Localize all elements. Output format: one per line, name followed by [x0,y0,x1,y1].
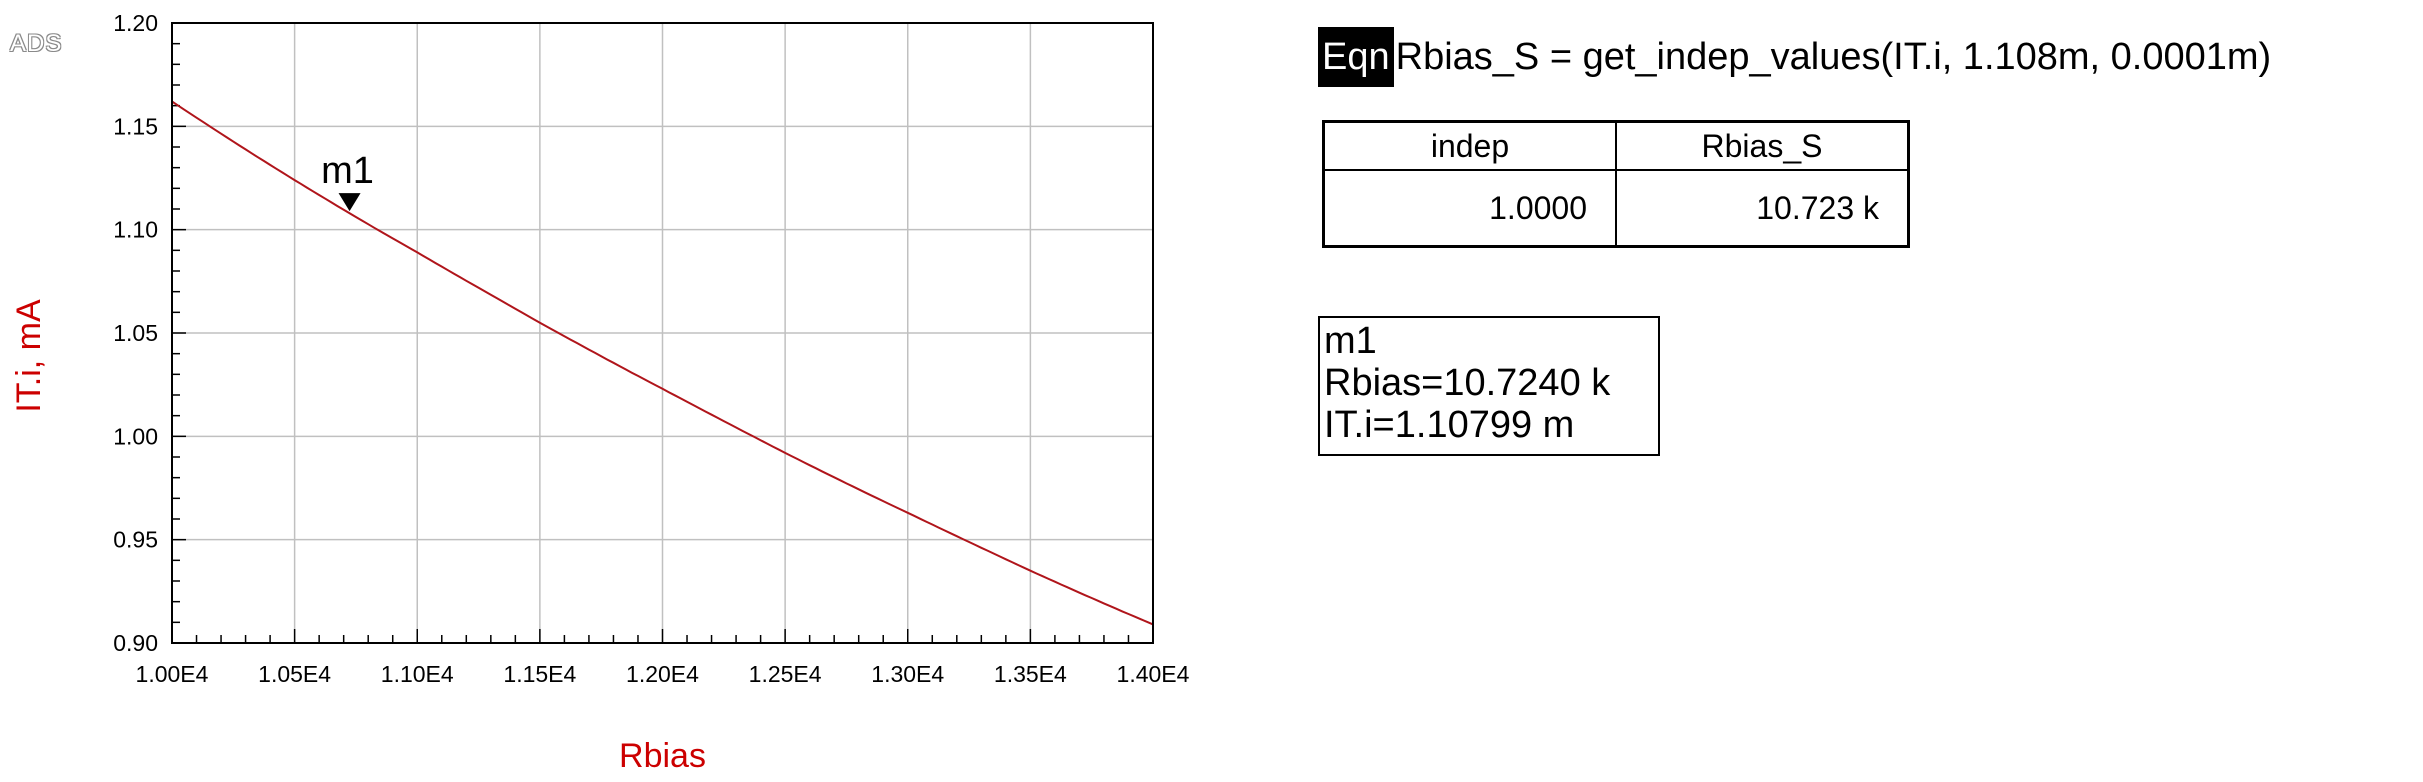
marker-readout-x: Rbias=10.7240 k [1324,362,1611,404]
x-tick-label: 1.05E4 [258,661,331,687]
grid-lines [171,22,1154,644]
data-series-line [171,100,1154,626]
marker-triangle-icon [338,193,361,212]
marker-readout-box[interactable]: m1 Rbias=10.7240 k IT.i=1.10799 m [1318,316,1660,456]
curve-layer [171,100,1154,626]
equation-line[interactable]: Eqn Rbias_S = get_indep_values(IT.i, 1.1… [1318,26,2271,88]
y-tick-label: 1.05 [113,320,158,346]
x-tick-label: 1.30E4 [871,661,944,687]
marker-label: m1 [321,150,374,192]
plot-area: m1 0.900.951.001.051.101.151.20 1.00E4 1.… [10,10,1190,775]
y-tick-label: 1.15 [113,113,158,139]
result-table-header-row: indep Rbias_S [1322,120,1910,171]
x-tick-labels: 1.00E4 1.05E4 1.10E4 1.15E4 1.20E4 1.25E4 1.30… [136,661,1190,687]
eqn-tag: Eqn [1318,27,1394,87]
marker-readout-name: m1 [1324,320,1377,362]
plot-frame [171,22,1154,644]
result-table[interactable]: indep Rbias_S 1.0000 10.723 k [1322,120,1910,248]
y-tick-labels: 0.90 0.95 1.00 1.05 1.10 1.15 1.20 [113,10,158,656]
marker-readout-y: IT.i=1.10799 m [1324,404,1575,446]
y-tick-label: 1.10 [113,217,158,243]
result-table-header: indep [1322,120,1617,171]
x-tick-label: 1.40E4 [1117,661,1190,687]
x-tick-label: 1.25E4 [749,661,822,687]
x-tick-label: 1.10E4 [381,661,454,687]
y-tick-label: 0.90 [113,630,158,656]
x-tick-label: 1.20E4 [626,661,699,687]
y-tick-label: 0.95 [113,527,158,553]
x-tick-label: 1.15E4 [503,661,576,687]
marker-layer: m1 [321,150,374,212]
x-tick-label: 1.35E4 [994,661,1067,687]
table-row: 1.0000 10.723 k [1322,169,1910,248]
result-table-header: Rbias_S [1615,120,1910,171]
ads-logo: ADS [10,30,63,57]
result-table-cell: 10.723 k [1615,169,1910,248]
y-axis-title: IT.i, mA [10,299,48,413]
result-table-cell: 1.0000 [1322,169,1617,248]
y-tick-label: 1.20 [113,10,158,36]
y-tick-label: 1.00 [113,423,158,449]
x-tick-label: 1.00E4 [136,661,209,687]
x-axis-title: Rbias [619,737,706,775]
equation-text: Rbias_S = get_indep_values(IT.i, 1.108m,… [1395,35,2272,78]
